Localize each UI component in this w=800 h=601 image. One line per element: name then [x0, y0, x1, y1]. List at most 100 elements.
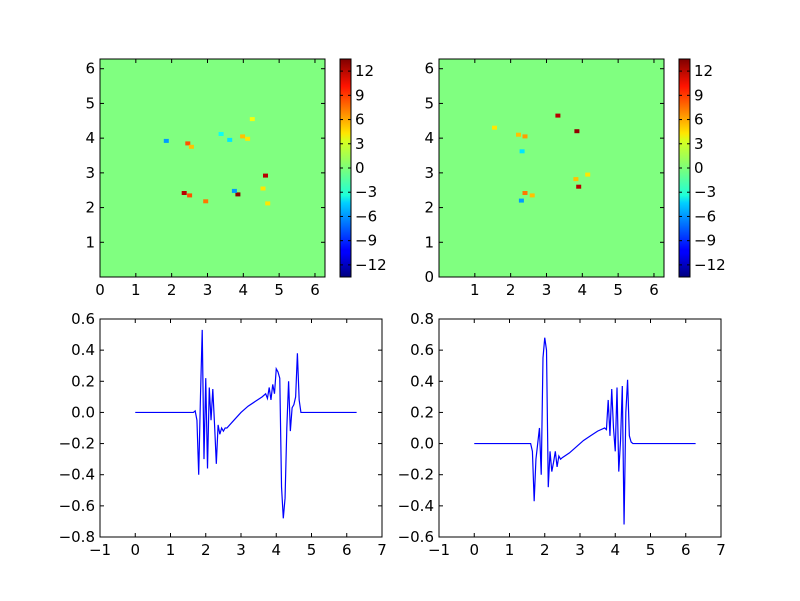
heatmap-spot [185, 141, 191, 146]
heatmap-spot [203, 199, 209, 204]
y-tick-label: 4 [85, 129, 95, 147]
colorbar: −12 −9 −6 −3 0 3 6 9 12 [678, 58, 726, 278]
colorbar-tick-label: 9 [355, 86, 365, 104]
heatmap-spot [522, 191, 528, 195]
colorbar-gradient [679, 59, 690, 277]
y-tick-label: 0.6 [71, 310, 95, 328]
y-tick-label: 0.4 [410, 372, 434, 390]
y-tick-label: 5 [424, 94, 434, 112]
heatmap-spot [522, 134, 528, 139]
x-tick-label: −1 [428, 541, 450, 559]
y-tick-label: 6 [424, 60, 434, 78]
colorbar-tick-label: 12 [694, 62, 713, 80]
x-tick-label: 0 [130, 541, 140, 559]
y-tick-label: 0 [424, 268, 434, 286]
y-tick-label: 0.0 [410, 435, 434, 453]
y-tick-label: 0.2 [71, 372, 95, 390]
y-tick-label: 3 [85, 164, 95, 182]
y-tick-label: −0.6 [398, 528, 434, 546]
heatmap-spot [492, 125, 497, 130]
heatmap-spot [576, 184, 582, 189]
colorbar-tick-label: −9 [355, 232, 377, 250]
series-line [135, 329, 357, 519]
x-tick-label: 3 [575, 541, 585, 559]
heatmap-spot [231, 188, 237, 193]
colorbar-gradient [340, 59, 351, 277]
heatmap-spot [555, 113, 561, 118]
heatmap-spot [516, 132, 521, 137]
heatmap-background [100, 59, 325, 277]
series-line [474, 337, 696, 525]
heatmap-spot [585, 172, 591, 177]
x-tick-label: 1 [131, 281, 141, 299]
y-tick-label: 5 [85, 94, 95, 112]
x-tick-label: 6 [649, 281, 659, 299]
heatmap-spot [249, 117, 255, 122]
x-tick-label: 2 [540, 541, 550, 559]
colorbar-tick-label: 6 [355, 111, 365, 129]
x-tick-label: 0 [469, 541, 479, 559]
colorbar-tick-label: −9 [694, 232, 716, 250]
x-tick-label: 2 [506, 281, 516, 299]
colorbar-tick-label: −6 [694, 207, 716, 225]
x-tick-label: 4 [239, 281, 249, 299]
y-tick-label: 4 [424, 129, 434, 147]
x-tick-label: −1 [89, 541, 111, 559]
y-tick-label: 0.6 [410, 341, 434, 359]
heatmap-spot [574, 129, 580, 134]
colorbar-tick-label: −12 [355, 256, 387, 274]
colorbar-tick-label: 0 [355, 159, 365, 177]
heatmap-spot [518, 198, 524, 203]
axes-frame [99, 318, 383, 538]
heatmap-spot [265, 201, 271, 206]
x-tick-label: 5 [613, 281, 623, 299]
heatmap-spot [529, 193, 535, 198]
heatmap-spot [163, 138, 169, 143]
colorbar-tick-label: −3 [355, 183, 377, 201]
axes-frame [438, 58, 665, 278]
y-tick-label: 0.0 [71, 403, 95, 421]
colorbar: −12 −9 −6 −3 0 3 6 9 12 [339, 58, 387, 278]
y-tick-label: 1 [424, 233, 434, 251]
colorbar-tick-label: 0 [694, 159, 704, 177]
heatmap-background [439, 59, 664, 277]
x-tick-label: 1 [166, 541, 176, 559]
x-tick-label: 2 [201, 541, 211, 559]
heatmap-spot [240, 134, 246, 139]
colorbar-tick-label: 9 [694, 86, 704, 104]
x-tick-label: 3 [203, 281, 213, 299]
axes-frame [99, 58, 326, 278]
y-tick-label: 6 [85, 60, 95, 78]
x-tick-label: 7 [377, 541, 387, 559]
heatmap-spot [235, 192, 241, 197]
colorbar-tick-label: 6 [694, 111, 704, 129]
colorbar-tick-label: 3 [355, 135, 365, 153]
y-tick-label: −0.4 [398, 497, 434, 515]
x-tick-label: 4 [271, 541, 281, 559]
heatmap-spot [218, 132, 224, 136]
x-tick-label: 6 [342, 541, 352, 559]
x-tick-label: 6 [681, 541, 691, 559]
x-tick-label: 4 [610, 541, 620, 559]
colorbar-tick-label: −6 [355, 207, 377, 225]
y-tick-label: 2 [85, 199, 95, 217]
x-tick-label: 4 [578, 281, 588, 299]
y-tick-label: −0.4 [59, 466, 95, 484]
x-tick-label: 5 [646, 541, 656, 559]
y-tick-label: 2 [424, 199, 434, 217]
axes-frame [438, 318, 722, 538]
heatmap-spot [181, 191, 187, 195]
heatmap-spot [188, 144, 194, 149]
colorbar-tick-label: −3 [694, 183, 716, 201]
heatmap-spot [519, 149, 525, 154]
y-tick-label: −0.2 [398, 466, 434, 484]
colorbar-tick-label: 12 [355, 62, 374, 80]
x-tick-label: 1 [505, 541, 515, 559]
y-tick-label: 0.2 [410, 403, 434, 421]
y-tick-label: 3 [424, 164, 434, 182]
heatmap-spot [573, 177, 579, 182]
heatmap-spot [260, 186, 266, 191]
x-tick-label: 6 [310, 281, 320, 299]
